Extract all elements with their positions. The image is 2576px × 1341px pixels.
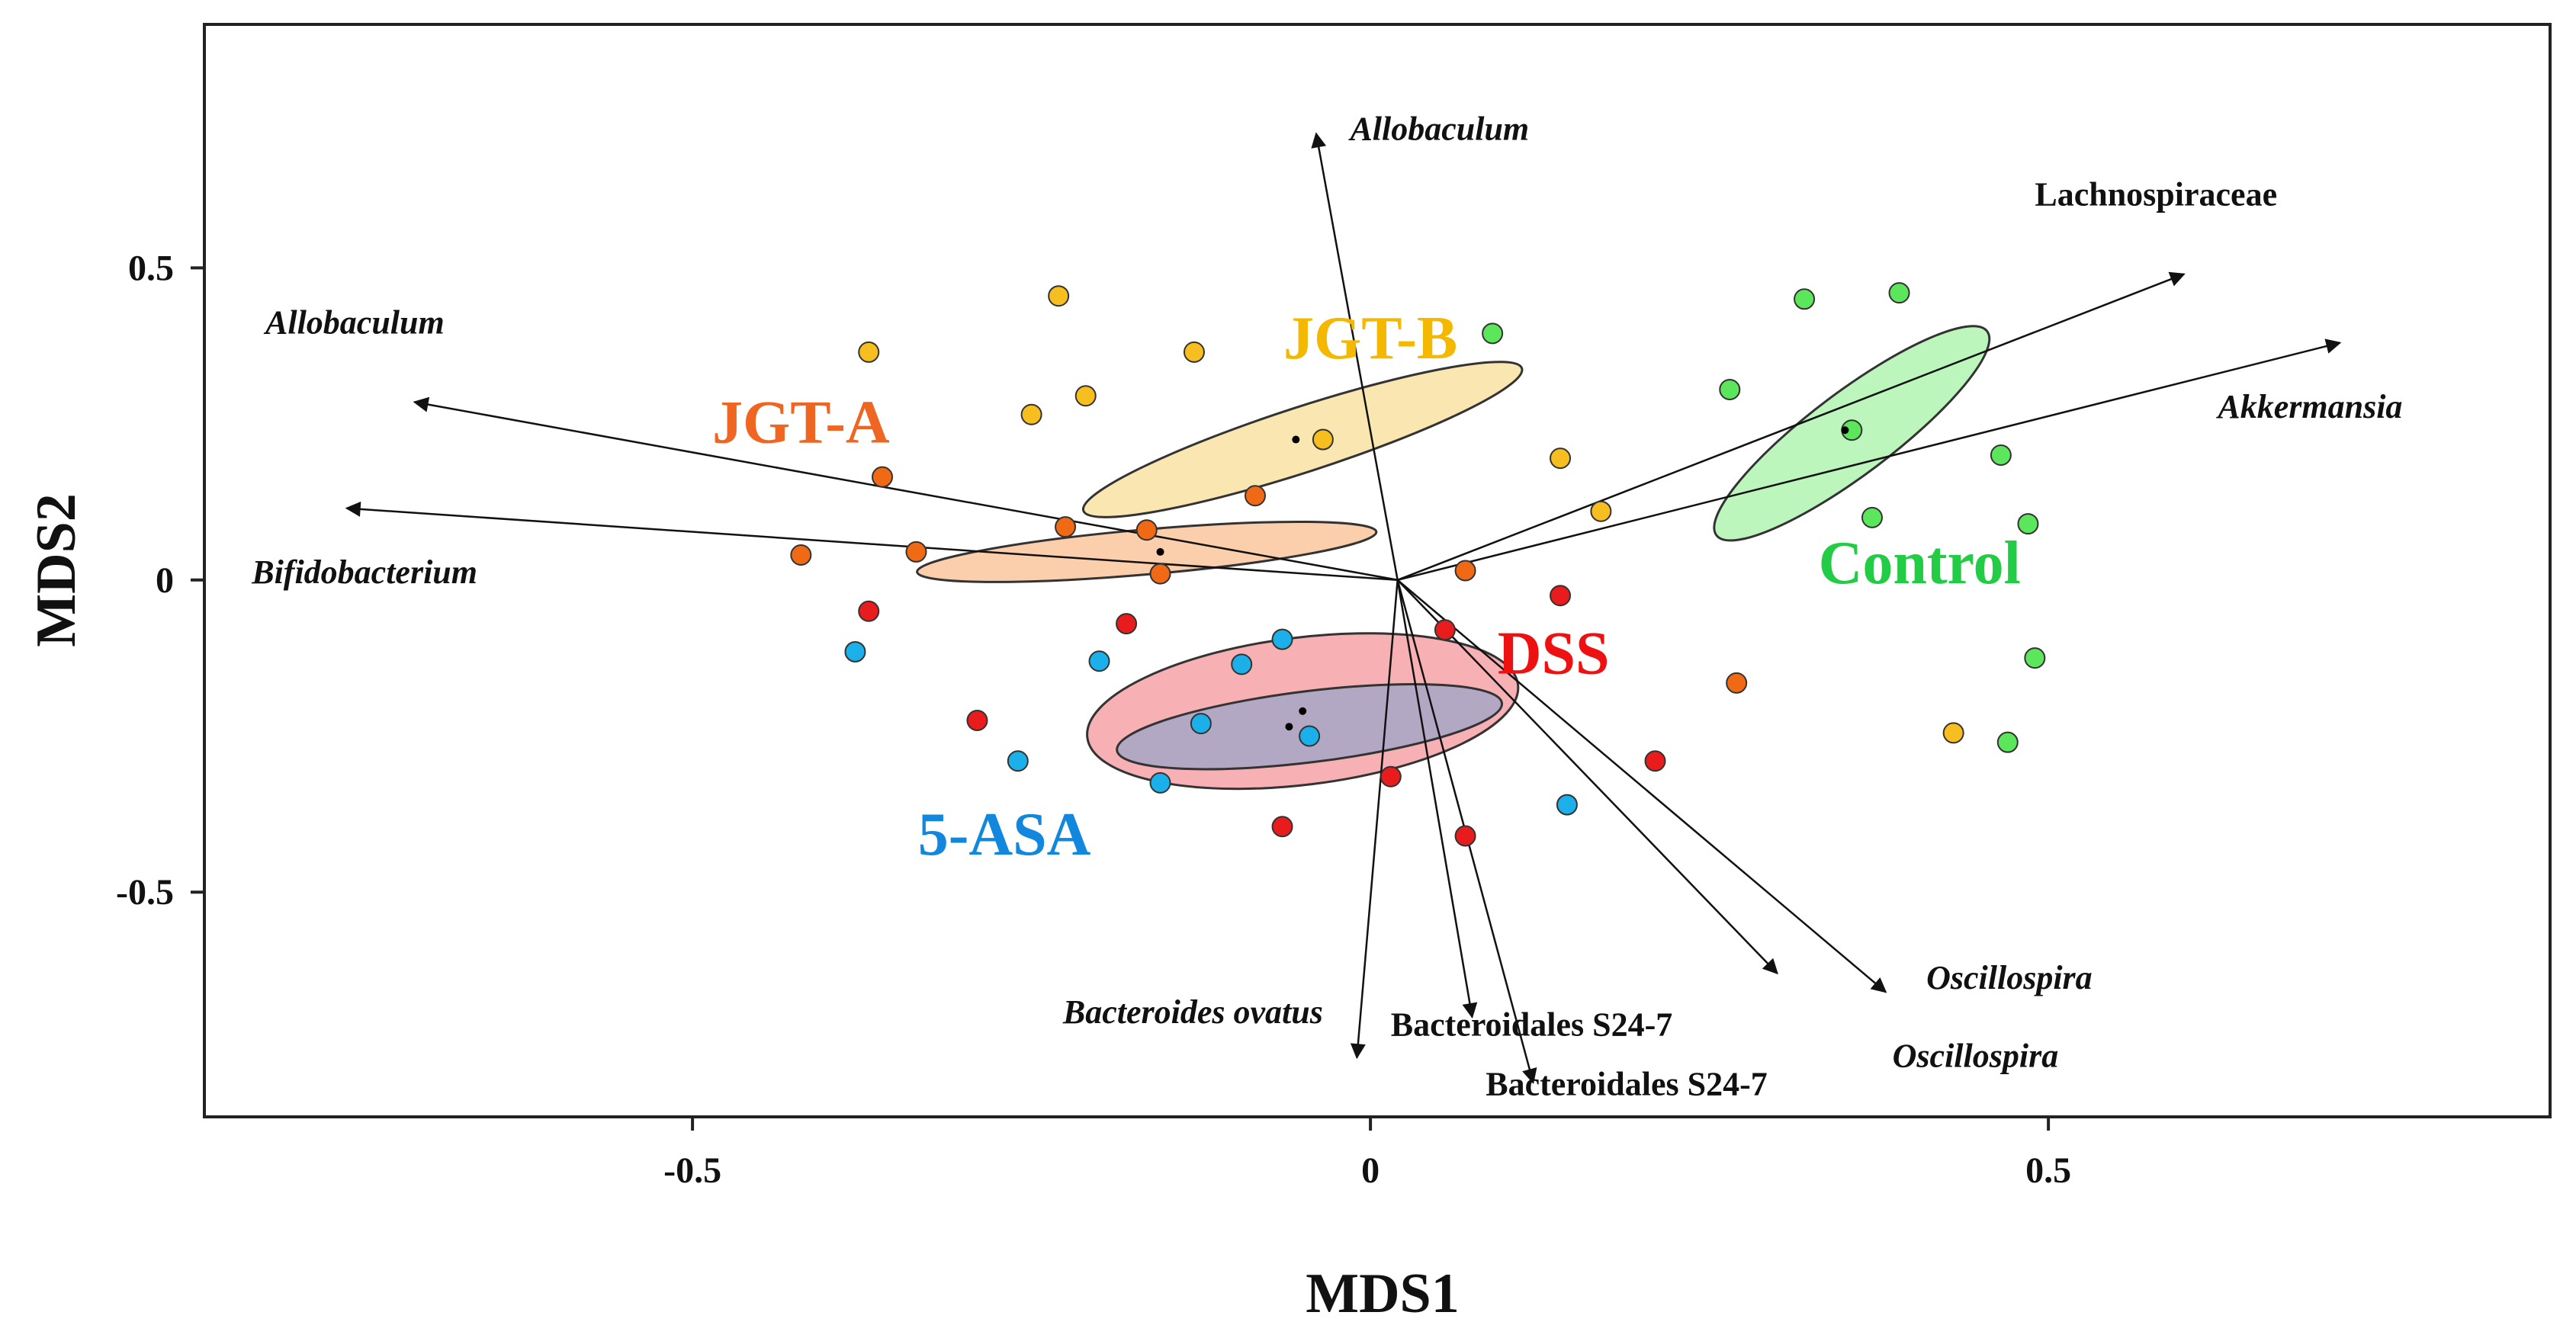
point-5-asa — [1190, 713, 1212, 735]
point-5-asa — [844, 640, 866, 662]
arrow-lachnospiraceae-2 — [1397, 271, 2186, 581]
annotation-labels: Allobaculum Lachnospiraceae Akkermansia All… — [251, 110, 2402, 1102]
arrow-oscillospira-9 — [1396, 579, 1778, 975]
point-jgt-a — [872, 466, 894, 488]
y-tick-label: -0.5 — [116, 872, 174, 913]
point-control — [1482, 322, 1504, 345]
point-jgt-b — [1183, 341, 1205, 363]
point-control — [2017, 513, 2039, 535]
x-tick-label: 0.5 — [2025, 1150, 2071, 1191]
centroid-control — [1841, 426, 1849, 435]
point-jgt-a — [1055, 516, 1077, 538]
point-jgt-a — [1135, 519, 1158, 541]
arrow-label-lachnospiraceae: Lachnospiraceae — [2035, 175, 2277, 213]
arrow-allobaculum-4 — [413, 396, 1398, 582]
point-5-asa — [1299, 725, 1321, 747]
group-label-jgt-b: JGT-B — [1283, 305, 1457, 372]
point-5-asa — [1271, 628, 1293, 650]
centroid-dss — [1285, 723, 1293, 731]
point-5-asa — [1149, 772, 1171, 794]
point-dss — [1434, 619, 1456, 641]
point-control — [2024, 647, 2046, 669]
arrow-oscillospira-10 — [1396, 579, 1887, 993]
point-5-asa — [1088, 650, 1110, 672]
point-dss — [1271, 816, 1293, 838]
x-tick-label: -0.5 — [663, 1150, 721, 1191]
arrow-label-oscillospira: Oscillospira — [1926, 959, 2093, 996]
arrow-bifidobacterium-5 — [345, 501, 1398, 582]
point-control — [1990, 444, 2012, 467]
point-control — [1861, 506, 1883, 528]
arrow-label-allobaculum: Allobaculum — [263, 303, 445, 341]
group-ellipses — [916, 325, 1991, 791]
arrow-bacteroides-ovatus-6 — [1350, 579, 1399, 1060]
arrow-label-bacteroidales-s24-7: Bacteroidales S24-7 — [1391, 1006, 1672, 1044]
arrow-bacteroidales-s24-7-7 — [1396, 579, 1478, 1019]
point-jgt-a — [905, 541, 927, 563]
point-control — [1794, 288, 1816, 310]
point-control — [1719, 379, 1741, 401]
group-label-5-asa: 5-ASA — [918, 801, 1091, 868]
point-control — [1888, 282, 1910, 304]
centroid-jgt-a — [1156, 547, 1164, 556]
arrow-label-bacteroidales-s24-7: Bacteroidales S24-7 — [1486, 1065, 1767, 1102]
x-axis-title: MDS1 — [1306, 1262, 1459, 1325]
arrow-akkermansia-3 — [1397, 338, 2342, 581]
point-jgt-b — [1942, 722, 1964, 744]
point-jgt-b — [1590, 500, 1612, 522]
arrow-allobaculum-1 — [1311, 132, 1399, 581]
point-dss — [1380, 765, 1402, 788]
point-dss — [966, 710, 988, 732]
ellipse-jgt-b — [1081, 361, 1524, 518]
sample-points — [790, 282, 2046, 847]
arrow-label-allobaculum: Allobaculum — [1347, 110, 1529, 147]
point-dss — [1454, 825, 1476, 847]
arrow-label-bifidobacterium: Bifidobacterium — [251, 553, 477, 591]
centroid-jgt-b — [1292, 435, 1300, 444]
point-dss — [858, 600, 880, 622]
point-jgt-b — [1020, 403, 1042, 425]
point-dss — [1116, 613, 1138, 635]
plot-frame — [203, 23, 2552, 1118]
point-jgt-b — [1312, 428, 1334, 451]
arrow-label-oscillospira: Oscillospira — [1893, 1037, 2059, 1074]
point-jgt-b — [858, 341, 880, 363]
point-5-asa — [1231, 653, 1253, 675]
point-jgt-a — [1454, 560, 1476, 582]
point-jgt-a — [1726, 672, 1748, 694]
point-jgt-b — [1074, 385, 1097, 407]
point-dss — [1550, 585, 1572, 607]
point-dss — [1644, 750, 1666, 772]
y-axis-title: MDS2 — [25, 493, 88, 646]
centroid-5-asa — [1299, 707, 1307, 715]
point-control — [1996, 731, 2019, 753]
y-tick-label: 0.5 — [128, 248, 174, 288]
point-jgt-a — [790, 544, 812, 566]
point-jgt-a — [1149, 563, 1171, 585]
group-label-jgt-a: JGT-A — [712, 390, 890, 457]
y-tick-label: 0 — [156, 560, 174, 601]
arrow-label-bacteroides-ovatus: Bacteroides ovatus — [1062, 993, 1323, 1031]
point-5-asa — [1007, 750, 1029, 772]
x-tick-label: 0 — [1361, 1150, 1380, 1191]
point-jgt-a — [1244, 485, 1266, 507]
axes: -0.5 0 0.5 -0.5 0 0.5 — [116, 248, 2071, 1191]
group-label-control: Control — [1819, 530, 2021, 597]
group-label-dss: DSS — [1498, 621, 1610, 688]
point-jgt-b — [1550, 448, 1572, 470]
point-5-asa — [1556, 794, 1578, 816]
arrow-label-akkermansia: Akkermansia — [2215, 388, 2402, 425]
species-arrows — [345, 132, 2342, 1084]
point-jgt-b — [1048, 285, 1070, 307]
